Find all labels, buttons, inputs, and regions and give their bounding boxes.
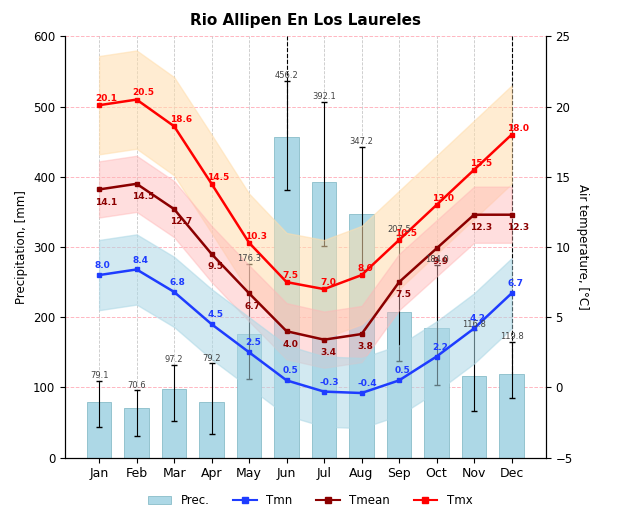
Bar: [162, 389, 186, 458]
Text: 20.5: 20.5: [133, 88, 154, 97]
Text: 4.0: 4.0: [283, 340, 298, 348]
Text: -0.3: -0.3: [320, 378, 339, 387]
Title: Rio Allipen En Los Laureles: Rio Allipen En Los Laureles: [190, 14, 421, 28]
Bar: [312, 183, 336, 458]
Text: 18.6: 18.6: [170, 115, 192, 124]
Text: 14.1: 14.1: [95, 198, 117, 207]
Text: 7.0: 7.0: [320, 278, 336, 287]
Text: 12.3: 12.3: [507, 223, 529, 232]
Bar: [237, 334, 261, 458]
Text: -0.4: -0.4: [357, 379, 377, 388]
Bar: [425, 329, 449, 458]
Text: 8.0: 8.0: [357, 264, 373, 273]
Text: 347.2: 347.2: [350, 137, 373, 147]
Text: 456.2: 456.2: [275, 71, 298, 81]
Text: 10.5: 10.5: [395, 229, 417, 238]
Text: 116.8: 116.8: [462, 320, 486, 329]
Text: 9.5: 9.5: [208, 262, 223, 271]
Text: 18.0: 18.0: [507, 124, 529, 133]
Text: 9.9: 9.9: [432, 257, 448, 266]
Bar: [387, 312, 411, 458]
Text: 392.1: 392.1: [312, 92, 336, 101]
Legend: Prec., Tmn, Tmean, Tmx: Prec., Tmn, Tmean, Tmx: [143, 489, 477, 512]
Text: 4.2: 4.2: [470, 315, 486, 323]
Bar: [462, 375, 486, 458]
Text: 184.0: 184.0: [425, 255, 448, 265]
Y-axis label: Precipitation, [mm]: Precipitation, [mm]: [15, 190, 27, 304]
Bar: [350, 214, 374, 458]
Bar: [200, 402, 224, 458]
Text: 6.8: 6.8: [170, 278, 186, 287]
Text: 8.4: 8.4: [133, 255, 148, 265]
Text: 3.8: 3.8: [357, 342, 373, 352]
Y-axis label: Air temperature, [°C]: Air temperature, [°C]: [576, 184, 589, 310]
Text: 14.5: 14.5: [133, 192, 155, 201]
Text: 15.5: 15.5: [470, 159, 492, 167]
Text: 6.7: 6.7: [245, 302, 261, 310]
Text: 79.2: 79.2: [202, 354, 221, 362]
Bar: [499, 373, 524, 458]
Text: 8.0: 8.0: [95, 261, 111, 270]
Bar: [87, 402, 112, 458]
Text: 0.5: 0.5: [283, 367, 298, 375]
Bar: [125, 408, 149, 458]
Text: 6.7: 6.7: [507, 279, 523, 289]
Text: 7.5: 7.5: [283, 271, 298, 280]
Text: 3.4: 3.4: [320, 348, 336, 357]
Text: 7.5: 7.5: [395, 290, 411, 300]
Text: 176.3: 176.3: [237, 254, 261, 263]
Text: 0.5: 0.5: [395, 367, 410, 375]
Text: 13.0: 13.0: [432, 194, 454, 203]
Text: 12.3: 12.3: [470, 223, 492, 232]
Text: 97.2: 97.2: [165, 355, 184, 364]
Text: 79.1: 79.1: [90, 371, 108, 380]
Text: 119.8: 119.8: [500, 332, 523, 341]
Text: 20.1: 20.1: [95, 94, 117, 103]
Text: 12.7: 12.7: [170, 217, 192, 226]
Text: 4.5: 4.5: [208, 310, 223, 319]
Bar: [275, 137, 299, 458]
Text: 2.2: 2.2: [432, 343, 448, 352]
Text: 70.6: 70.6: [127, 381, 146, 389]
Text: 2.5: 2.5: [245, 339, 261, 347]
Text: 14.5: 14.5: [208, 173, 229, 181]
Text: 10.3: 10.3: [245, 231, 267, 241]
Text: 207.5: 207.5: [388, 225, 411, 234]
